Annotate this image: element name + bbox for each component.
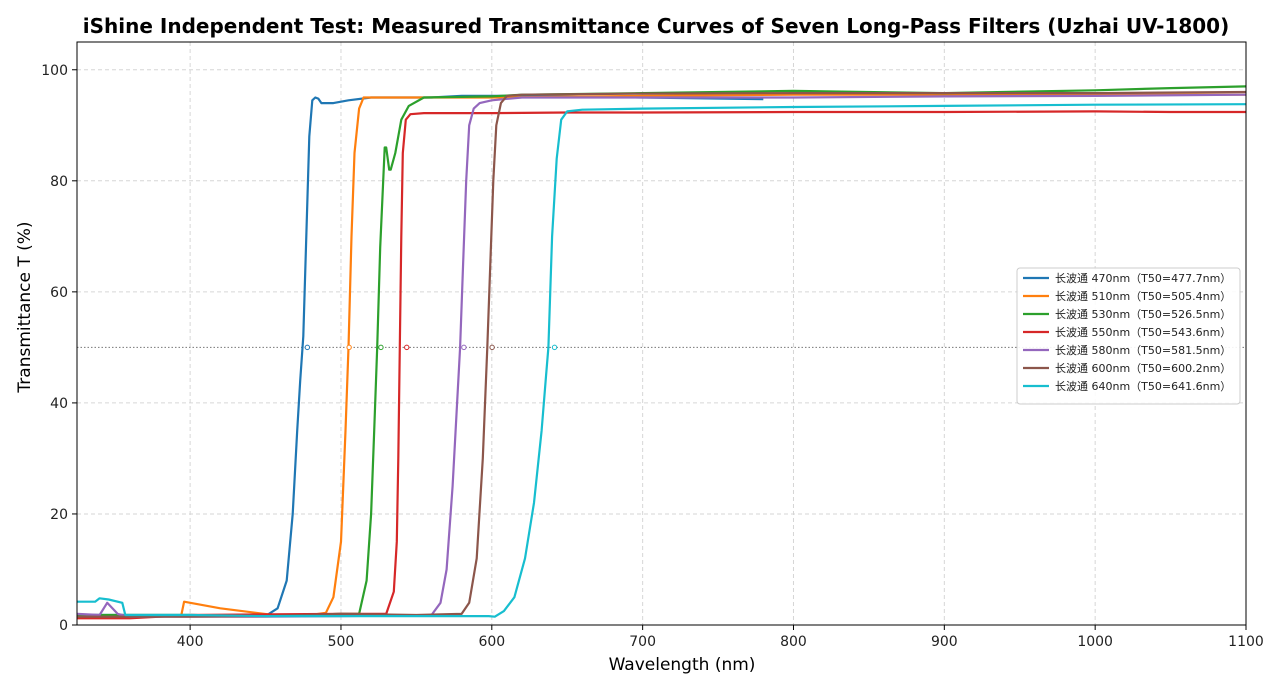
legend-label-5: 长波通 580nm（T50=581.5nm） bbox=[1055, 344, 1231, 357]
x-tick-label: 500 bbox=[328, 634, 355, 650]
plot-frame bbox=[76, 41, 1247, 626]
series-line-3 bbox=[77, 85, 1247, 618]
legend-label-1: 长波通 470nm（T50=477.7nm） bbox=[1055, 272, 1231, 285]
t50-marker-6 bbox=[489, 344, 495, 351]
series-line-2 bbox=[76, 93, 1246, 618]
x-tick-label: 700 bbox=[629, 634, 656, 650]
x-tick-label: 600 bbox=[478, 634, 505, 650]
t50-marker-1 bbox=[304, 344, 311, 351]
series-line-1 bbox=[77, 94, 764, 618]
legend: 长波通 470nm（T50=477.7nm） 长波通 510nm（T50=505.… bbox=[1016, 267, 1241, 405]
legend-label-2: 长波通 510nm（T50=505.4nm） bbox=[1055, 290, 1231, 303]
y-tick-label: 20 bbox=[50, 507, 68, 523]
legend-label-7: 长波通 640nm（T50=641.6nm） bbox=[1055, 380, 1231, 393]
t50-marker-4 bbox=[404, 344, 410, 351]
t50-marker-3 bbox=[378, 344, 384, 351]
legend-label-4: 长波通 550nm（T50=543.6nm） bbox=[1055, 326, 1231, 339]
t50-marker-2 bbox=[346, 344, 352, 351]
series-line-6 bbox=[77, 90, 1247, 618]
series-layer bbox=[76, 85, 1247, 620]
x-tick-label: 400 bbox=[177, 634, 204, 650]
x-tick-label: 900 bbox=[931, 634, 958, 650]
y-tick-label: 80 bbox=[50, 174, 68, 190]
tick-layer: 400 500 600 700 800 900 1000 1100 0 20 40 60 80 100 bbox=[41, 63, 1264, 650]
y-tick-label: 100 bbox=[41, 63, 68, 79]
legend-label-3: 长波通 530nm（T50=526.5nm） bbox=[1055, 308, 1231, 321]
x-tick-label: 1100 bbox=[1228, 634, 1264, 650]
chart-title: iShine Independent Test: Measured Transm… bbox=[83, 14, 1229, 38]
series-line-7 bbox=[77, 103, 1247, 618]
y-tick-label: 0 bbox=[59, 618, 68, 634]
t50-marker-5 bbox=[461, 344, 467, 351]
legend-box bbox=[1016, 267, 1241, 405]
y-tick-label: 40 bbox=[50, 396, 68, 412]
t50-marker-7 bbox=[551, 344, 558, 351]
x-tick-label: 1000 bbox=[1077, 634, 1113, 650]
y-axis-label: Transmittance T (%) bbox=[15, 221, 35, 393]
x-tick-label: 800 bbox=[780, 634, 807, 650]
legend-label-6: 长波通 600nm（T50=600.2nm） bbox=[1055, 362, 1231, 375]
y-tick-label: 60 bbox=[50, 285, 68, 301]
x-axis-label: Wavelength (nm) bbox=[609, 655, 756, 675]
